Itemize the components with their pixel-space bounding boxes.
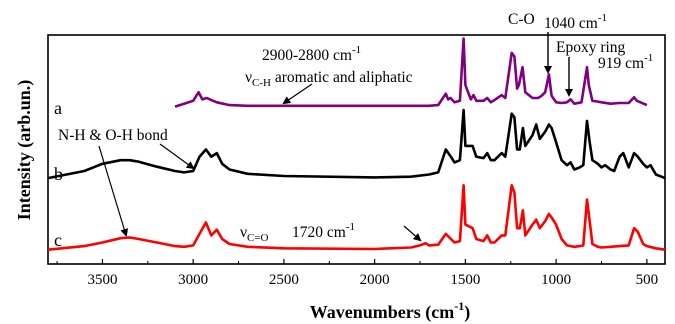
annotation-epoxy: Epoxy ring (556, 39, 626, 56)
annotation-ch-range: 2900-2800 cm-1 (262, 44, 361, 64)
trace-label-a: a (54, 98, 62, 118)
plot-frame (47, 34, 666, 265)
series-a-line (174, 37, 648, 108)
annotation-co-wn: 1040 cm-1 (544, 12, 607, 32)
arrow-nh-oh-b (159, 143, 195, 170)
series-layer (47, 37, 666, 251)
series-b-line (47, 108, 666, 180)
arrow-ch (282, 83, 313, 105)
annotation-epoxy-wn: 919 cm-1 (598, 52, 653, 72)
annotation-co-1720: 1720 cm-1 (292, 221, 355, 241)
arrow-co-1720 (403, 225, 422, 242)
trace-label-b: b (54, 164, 63, 184)
annotation-nu-ch: νC-H aromatic and aliphatic (245, 69, 413, 89)
x-ticks: 3500 3000 2500 2000 1500 1000 500 (56, 259, 659, 288)
annotation-co: C-O (508, 11, 535, 28)
y-axis-title: Intensity (arb.un.) (14, 80, 35, 221)
x-tick-label-3500: 3500 (87, 272, 117, 288)
x-tick-label-3000: 3000 (178, 272, 208, 288)
annotation-nu-co: νC=O (240, 224, 269, 244)
x-tick-label-2000: 2000 (360, 272, 390, 288)
trace-label-c: c (54, 230, 62, 250)
arrow-nh-oh-c (98, 145, 129, 237)
x-tick-label-500: 500 (636, 272, 659, 288)
series-c-line (47, 184, 666, 251)
x-tick-label-1000: 1000 (541, 272, 571, 288)
x-axis-title: Wavenumbers (cm-1) (310, 299, 470, 323)
annotation-nh-oh: N-H & O-H bond (58, 127, 168, 144)
x-tick-label-2500: 2500 (269, 272, 299, 288)
x-tick-label-1500: 1500 (450, 272, 480, 288)
